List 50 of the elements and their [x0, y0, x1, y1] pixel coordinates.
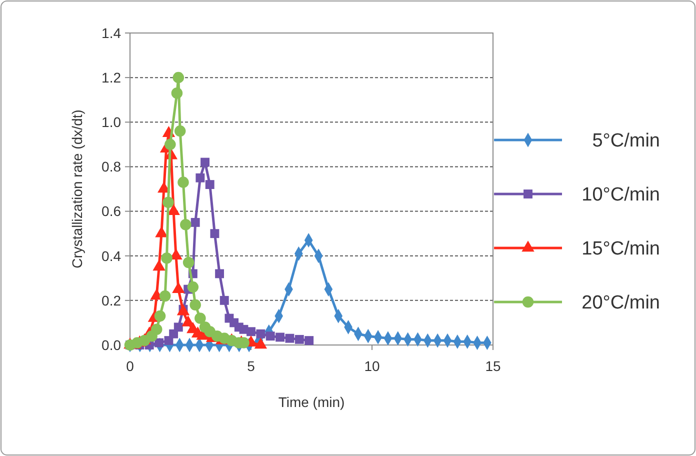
point	[246, 327, 256, 336]
point	[276, 332, 285, 342]
y-tick-label: 0.0	[102, 336, 122, 353]
y-tick-label: 1.4	[102, 24, 122, 41]
point	[196, 173, 205, 182]
point	[150, 324, 162, 336]
point	[164, 138, 176, 150]
point	[304, 336, 314, 346]
x-tick-label: 15	[485, 358, 501, 374]
y-tick-label: 0.2	[102, 292, 122, 308]
point	[159, 290, 171, 302]
legend-label: 15°C/min	[582, 238, 660, 260]
point	[210, 229, 220, 238]
point	[190, 218, 200, 227]
x-tick-label: 5	[247, 358, 256, 374]
x-tick-label: 10	[364, 358, 380, 374]
point	[187, 281, 199, 293]
point	[266, 332, 275, 341]
x-tick-label: 0	[126, 358, 134, 374]
legend-label: 5°C/min	[592, 130, 660, 152]
point	[294, 334, 304, 344]
y-tick-label: 1.2	[102, 69, 122, 86]
point	[154, 310, 166, 322]
point	[169, 329, 178, 338]
point	[154, 338, 164, 348]
point	[180, 219, 192, 230]
y-tick-label: 0.8	[102, 158, 122, 175]
point	[200, 158, 210, 167]
y-tick-label: 0.4	[102, 248, 122, 264]
point	[194, 312, 206, 324]
point	[190, 299, 201, 311]
point	[161, 252, 172, 264]
x-axis-title: Time (min)	[278, 394, 345, 410]
point	[182, 256, 194, 268]
point	[256, 329, 266, 338]
point	[162, 196, 174, 208]
point	[171, 88, 183, 99]
legend-label: 20°C/min	[582, 292, 660, 314]
point	[215, 269, 224, 278]
point	[172, 72, 184, 84]
point	[174, 125, 186, 137]
point	[285, 334, 294, 343]
point	[220, 296, 229, 305]
point	[174, 322, 183, 332]
y-tick-label: 0.6	[102, 203, 122, 220]
point	[178, 176, 189, 188]
point	[205, 180, 214, 190]
y-tick-label: 1.0	[102, 114, 122, 130]
legend-label: 10°C/min	[582, 184, 660, 206]
y-axis-title: Crystallization rate (dx/dt)	[69, 110, 85, 268]
